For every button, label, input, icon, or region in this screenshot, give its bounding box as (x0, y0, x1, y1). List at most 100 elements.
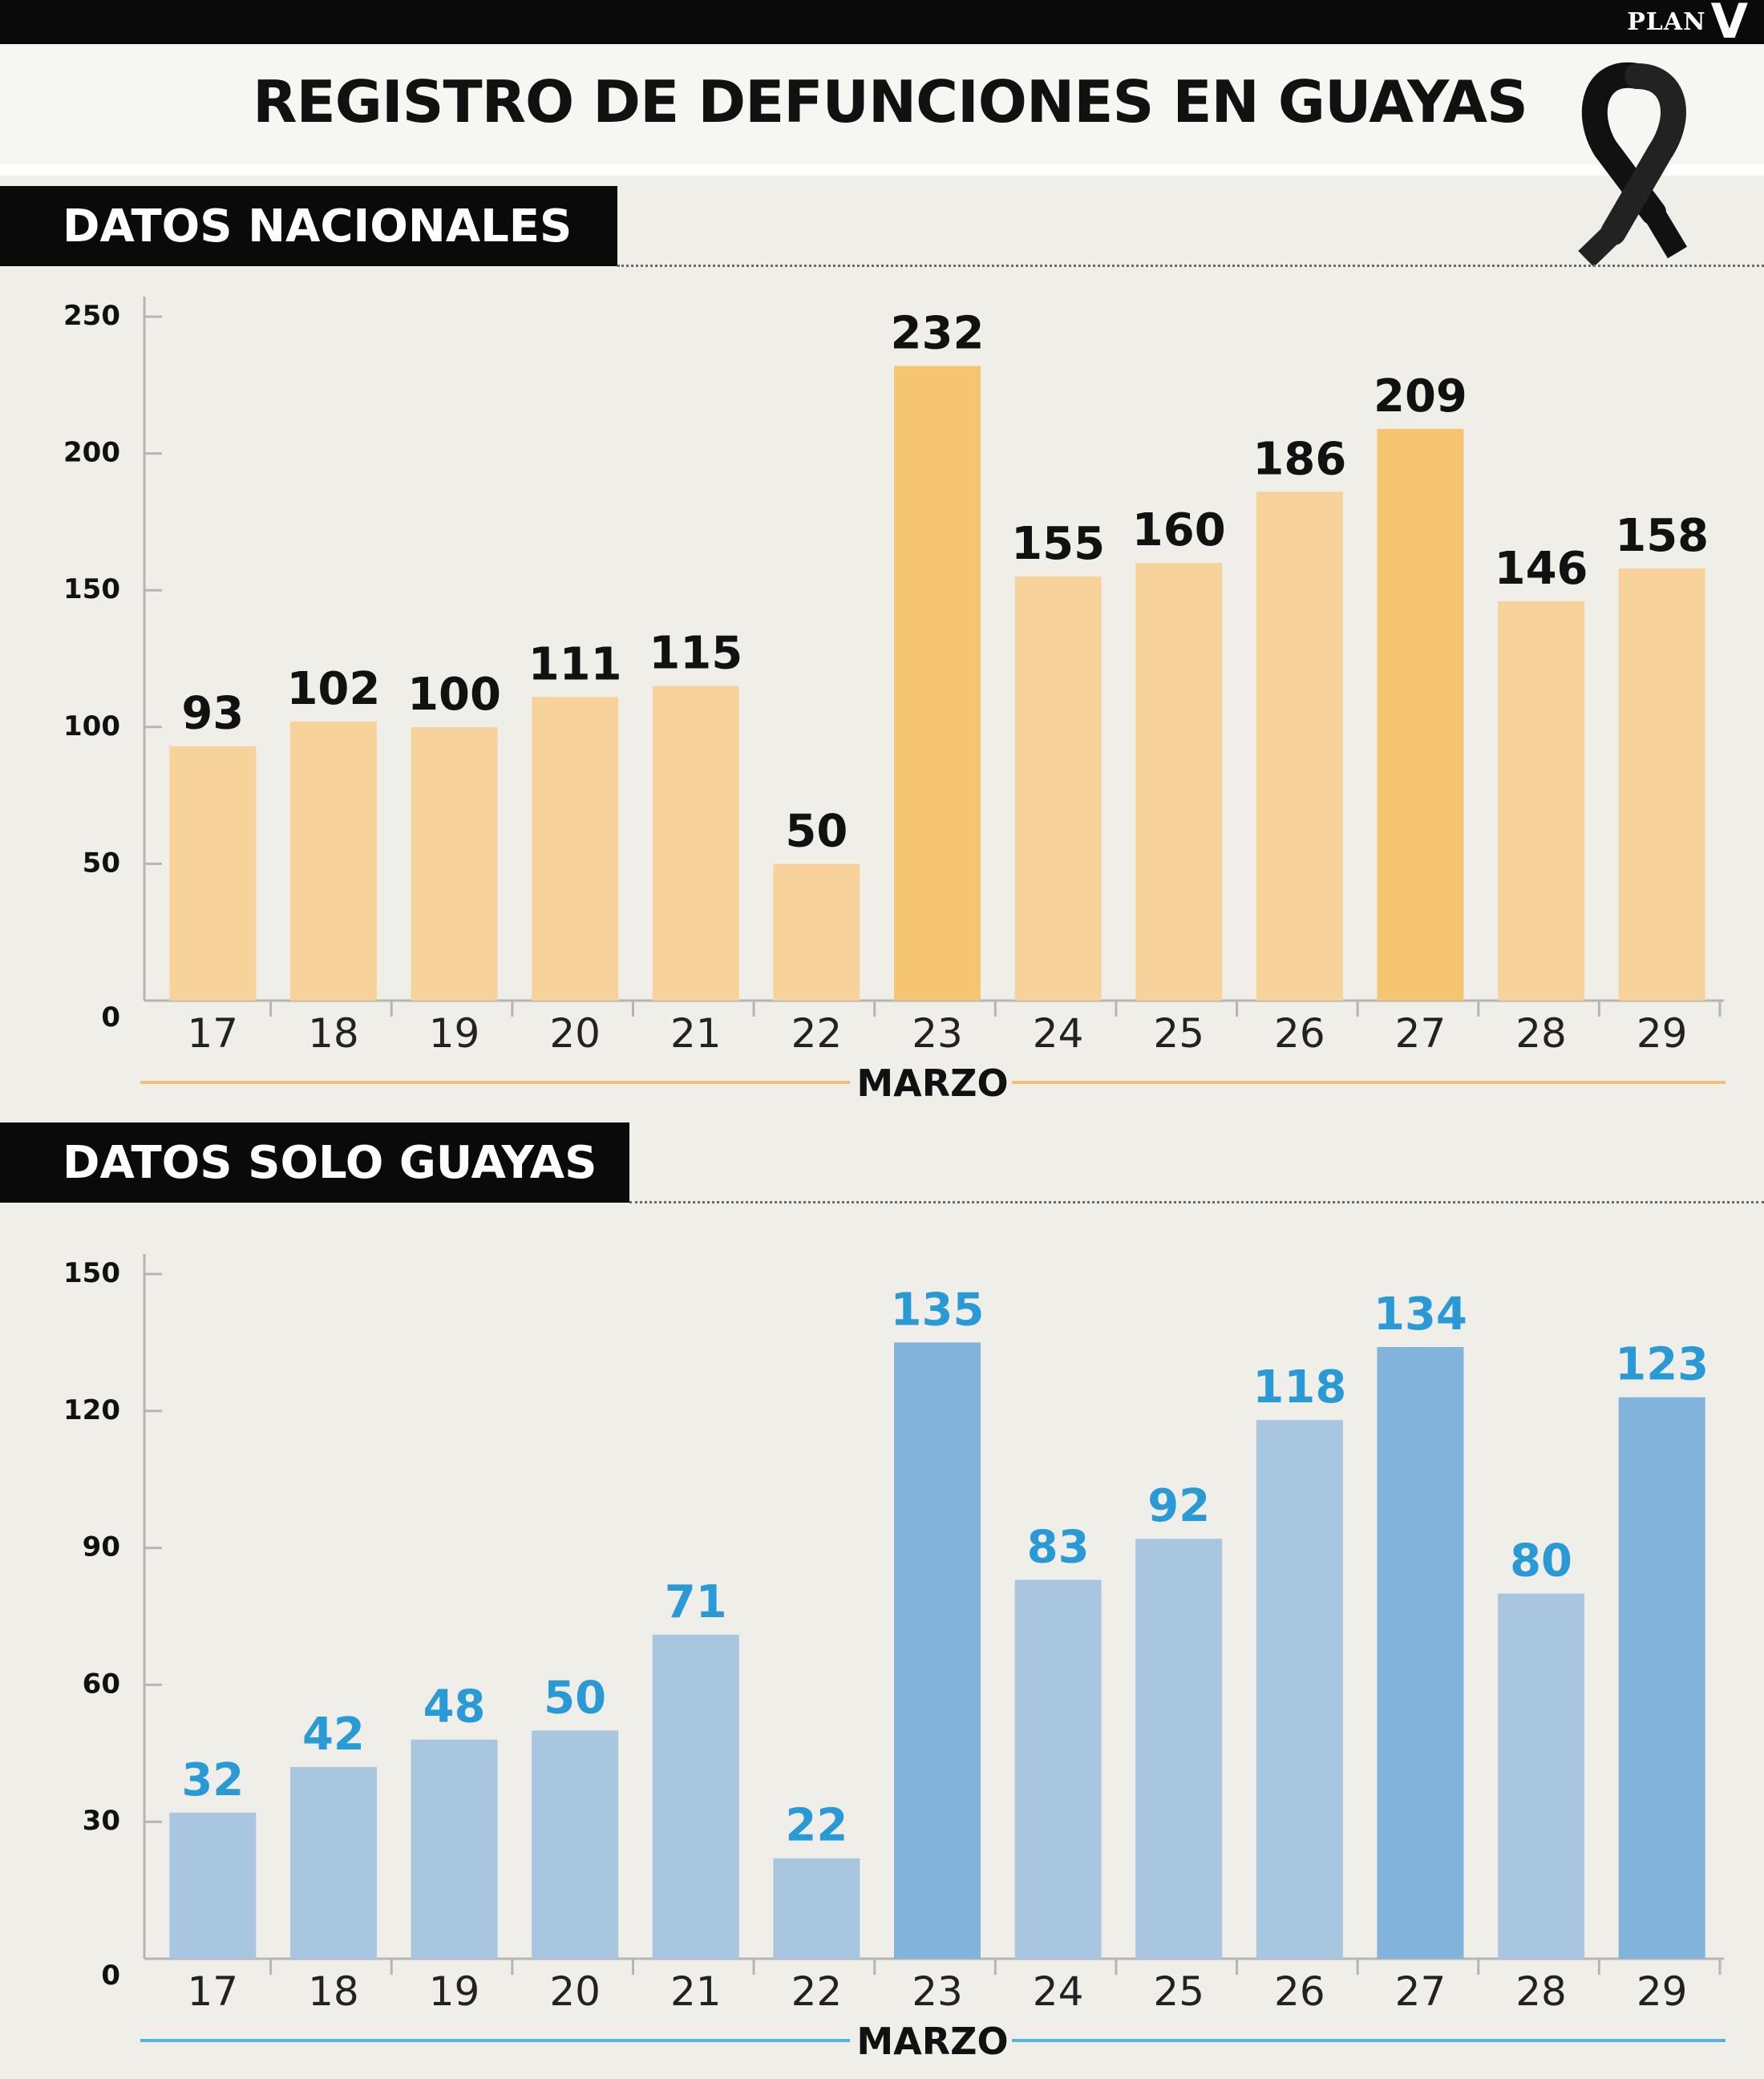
data-label-27: 209 (1374, 370, 1467, 423)
x-tick-label-22: 22 (791, 1010, 843, 1057)
bar-20 (532, 697, 619, 1001)
bar-21 (652, 686, 739, 1001)
x-tick-label-18: 18 (308, 1968, 359, 2015)
y-tick-label: 120 (63, 1394, 120, 1426)
bar-24 (1014, 1579, 1102, 1959)
section-label-guayas: DATOS SOLO GUAYAS (0, 1122, 629, 1203)
title-band (0, 44, 1764, 172)
x-tick-label-25: 25 (1153, 1010, 1204, 1057)
x-tick-label-28: 28 (1515, 1968, 1567, 2015)
data-label-22: 50 (785, 805, 848, 857)
x-tick-label-19: 19 (429, 1968, 480, 2015)
data-label-24: 83 (1027, 1521, 1090, 1573)
mourning-ribbon-icon (1578, 62, 1688, 268)
x-axis-title: MARZO (856, 2020, 1008, 2063)
section-label-nacionales: DATOS NACIONALES (0, 186, 617, 266)
x-tick-label-20: 20 (549, 1968, 601, 2015)
bar-17 (169, 1812, 257, 1959)
bar-18 (289, 1766, 377, 1959)
x-tick-label-18: 18 (308, 1010, 359, 1057)
bar-28 (1498, 601, 1585, 1001)
bar-26 (1256, 1420, 1343, 1959)
x-tick-label-17: 17 (187, 1010, 238, 1057)
bar-24 (1014, 576, 1102, 1001)
data-label-28: 146 (1495, 543, 1588, 595)
x-tick-label-20: 20 (549, 1010, 601, 1057)
x-tick-label-27: 27 (1395, 1968, 1446, 2015)
x-tick-label-25: 25 (1153, 1968, 1204, 2015)
bar-17 (169, 746, 257, 1001)
bar-23 (894, 1342, 981, 1959)
x-tick-label-22: 22 (791, 1968, 843, 2015)
bar-29 (1618, 1397, 1705, 1959)
brand-logo: PLAN V (1627, 0, 1748, 50)
y-tick-label: 90 (83, 1531, 120, 1563)
section-divider-nacionales (617, 265, 1764, 267)
x-axis-title: MARZO (856, 1062, 1008, 1105)
top-bar: PLAN V (0, 0, 1764, 50)
data-label-26: 118 (1252, 1361, 1346, 1414)
y-tick-label: 0 (101, 1960, 120, 1992)
y-tick-label: 150 (63, 573, 120, 605)
bar-19 (411, 726, 498, 1001)
y-tick-label: 100 (63, 710, 120, 742)
data-label-18: 102 (286, 663, 380, 715)
data-label-25: 92 (1147, 1480, 1210, 1532)
data-label-22: 22 (785, 1800, 848, 1852)
bar-29 (1618, 568, 1705, 1001)
x-tick-label-17: 17 (187, 1968, 238, 2015)
x-tick-label-24: 24 (1033, 1010, 1084, 1057)
bar-25 (1135, 1539, 1223, 1959)
bar-18 (289, 721, 377, 1001)
title-divider (0, 164, 1764, 176)
bar-19 (411, 1739, 498, 1959)
data-label-24: 155 (1011, 518, 1105, 570)
x-tick-label-29: 29 (1637, 1968, 1688, 2015)
chart-datos-guayas: 0 30 60 90 120 150 32 17 42 18 48 19 50 20 71 21 22 22 135… (63, 1254, 1726, 2063)
data-label-25: 160 (1132, 504, 1226, 556)
data-label-20: 111 (528, 638, 622, 690)
y-tick-label: 60 (83, 1668, 120, 1700)
bar-21 (652, 1634, 739, 1959)
x-tick-label-23: 23 (912, 1010, 963, 1057)
bar-28 (1498, 1593, 1585, 1959)
data-label-20: 50 (544, 1672, 606, 1724)
data-label-23: 232 (891, 307, 985, 359)
x-tick-label-23: 23 (912, 1968, 963, 2015)
bar-22 (773, 864, 860, 1001)
x-tick-label-26: 26 (1274, 1010, 1325, 1057)
bar-27 (1377, 1347, 1464, 1959)
brand-name: PLAN (1627, 8, 1706, 36)
y-tick-label: 50 (83, 847, 120, 879)
section-divider-guayas (629, 1201, 1764, 1203)
y-tick-label: 200 (63, 437, 120, 469)
bar-25 (1135, 563, 1223, 1001)
data-label-28: 80 (1510, 1535, 1572, 1588)
bar-26 (1256, 491, 1343, 1001)
bar-20 (532, 1730, 619, 1959)
x-tick-label-28: 28 (1515, 1010, 1567, 1057)
chart-datos-nacionales: 0 50 100 150 200 250 93 17 102 18 100 19 111 20 115 21 5… (63, 297, 1726, 1105)
data-label-29: 158 (1615, 510, 1709, 562)
brand-mark: V (1710, 0, 1748, 50)
data-label-17: 93 (181, 688, 244, 740)
data-label-19: 100 (407, 669, 501, 721)
data-label-19: 48 (423, 1681, 486, 1733)
y-tick-label: 150 (63, 1257, 120, 1289)
data-label-26: 186 (1252, 433, 1346, 485)
bar-27 (1377, 428, 1464, 1001)
x-tick-label-26: 26 (1274, 1968, 1325, 2015)
x-tick-label-19: 19 (429, 1010, 480, 1057)
data-label-18: 42 (302, 1709, 365, 1761)
x-tick-label-27: 27 (1395, 1010, 1446, 1057)
y-tick-label: 250 (63, 300, 120, 332)
data-label-17: 32 (181, 1754, 244, 1806)
x-tick-label-29: 29 (1637, 1010, 1688, 1057)
data-label-21: 71 (665, 1576, 727, 1628)
data-label-29: 123 (1615, 1339, 1709, 1391)
page-title: REGISTRO DE DEFUNCIONES EN GUAYAS (253, 68, 1528, 135)
data-label-27: 134 (1374, 1288, 1467, 1341)
y-tick-label: 0 (101, 1001, 120, 1033)
y-tick-label: 30 (83, 1805, 120, 1837)
x-tick-label-21: 21 (670, 1010, 722, 1057)
